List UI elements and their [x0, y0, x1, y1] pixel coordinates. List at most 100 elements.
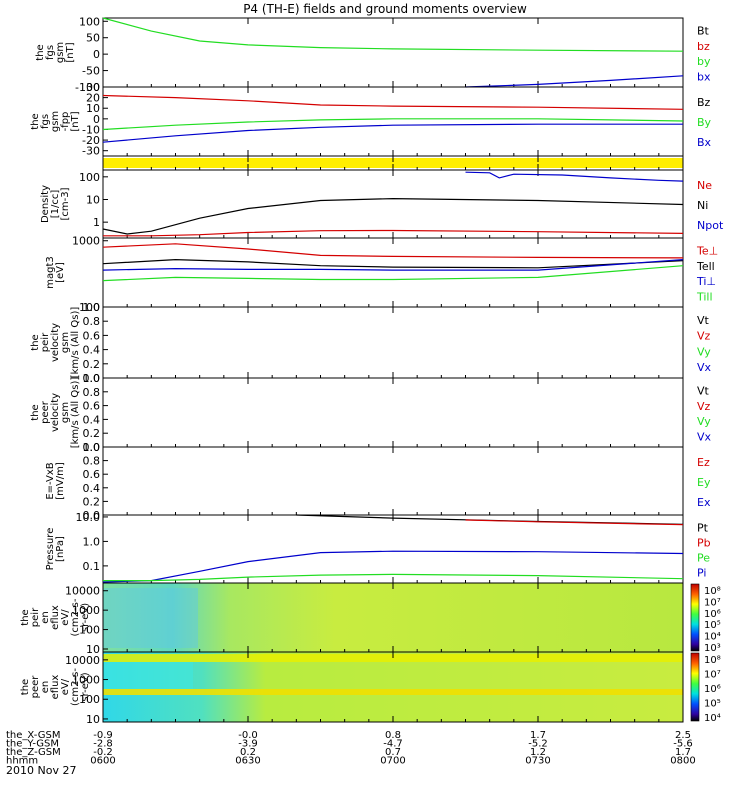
legend-vx: Vx — [697, 430, 712, 443]
panel-frame-7 — [102, 446, 684, 516]
y-tick-label: -10 — [82, 123, 100, 136]
y-tick-label: 0.2 — [83, 495, 101, 508]
panel-frame-1 — [102, 86, 684, 157]
legend-tell: Tell — [696, 260, 715, 273]
ephemeris-label: the_Y-GSM — [6, 739, 59, 750]
y-axis-label: the — [35, 44, 46, 60]
series-line-3-1 — [103, 229, 684, 237]
y-tick-label: -20 — [82, 134, 100, 147]
panel-frame-3 — [102, 169, 684, 239]
y-tick-label: 100 — [79, 624, 100, 637]
y-axis-label: the — [20, 679, 31, 695]
legend-bt: Bt — [697, 25, 710, 38]
colorbar-tick-label: 10⁸ — [704, 586, 721, 597]
y-axis-label: the — [30, 404, 41, 420]
series-line-1-2 — [102, 123, 683, 143]
colorbar-tick-label: 10⁷ — [704, 597, 721, 608]
y-tick-label: 20 — [86, 92, 100, 105]
ephemeris-value: -0.2 — [93, 747, 113, 758]
y-axis-label: the — [20, 609, 31, 625]
ephemeris-value: 0800 — [670, 756, 695, 767]
legend-pb: Pb — [697, 537, 711, 550]
y-tick-label: 1.0 — [83, 441, 101, 454]
y-tick-label: 0.0 — [83, 372, 101, 385]
legend-vz: Vz — [697, 330, 711, 343]
y-axis-label: [1/cc] — [50, 190, 61, 219]
y-tick-label: 100 — [79, 693, 100, 706]
legend-bx: bx — [697, 70, 711, 83]
colorbar-tick-label: 10⁷ — [704, 670, 721, 681]
series-line-8-3 — [103, 573, 684, 582]
series-line-4-2 — [102, 259, 684, 271]
y-axis-label: velocity — [50, 393, 61, 432]
y-tick-label: 0.8 — [83, 386, 101, 399]
y-tick-label: 0.1 — [83, 560, 101, 573]
colorbar-tick-label: 10³ — [704, 643, 721, 654]
y-axis-label: gsm — [55, 42, 66, 63]
legend-by: by — [697, 55, 711, 68]
y-tick-label: -30 — [82, 145, 100, 158]
y-axis-label: peir — [40, 332, 51, 352]
ephemeris-value: -5.2 — [528, 739, 548, 750]
y-axis-label: gsm — [50, 111, 61, 132]
y-axis-label: Pressure — [45, 528, 56, 571]
ephemeris-value: 0700 — [380, 756, 405, 767]
y-axis-label: [nT] — [70, 111, 81, 131]
series-line-3-0 — [102, 197, 684, 235]
y-tick-label: 1.0 — [83, 372, 101, 385]
colorbar-tick-label: 10⁶ — [704, 609, 721, 620]
ephemeris-value: 0.2 — [240, 747, 256, 758]
colorbar-9 — [690, 583, 700, 652]
y-tick-label: 0.4 — [83, 413, 101, 426]
ephemeris-value: 0630 — [235, 756, 260, 767]
ephemeris-label: the_Z-GSM — [6, 747, 61, 758]
y-tick-label: 0.0 — [83, 441, 101, 454]
y-tick-label: 100 — [79, 171, 100, 184]
y-tick-label: 1.0 — [83, 535, 101, 548]
y-tick-label: 0.6 — [83, 468, 101, 481]
colorbar-tick-label: 10⁴ — [704, 632, 721, 643]
series-line-4-3 — [102, 265, 684, 282]
ephemeris-value: -3.9 — [238, 739, 258, 750]
ephemeris-value: 0.7 — [385, 747, 401, 758]
legend-vt: Vt — [697, 385, 710, 398]
flag-bar-fill — [103, 158, 683, 168]
legend-vy: Vy — [697, 415, 711, 428]
legend-ez: Ez — [697, 456, 710, 469]
series-line-4-0 — [102, 243, 684, 259]
y-axis-label: the — [30, 113, 41, 129]
series-line-0-1 — [465, 75, 684, 88]
y-axis-label: sr-eV) — [80, 672, 91, 701]
legend-vx: Vx — [697, 361, 712, 374]
legend-ey: Ey — [697, 476, 711, 489]
y-tick-label: 0.6 — [83, 329, 101, 342]
ephemeris-value: 0730 — [525, 756, 550, 767]
ephemeris-value: 1.7 — [675, 747, 691, 758]
y-axis-label: (cm2-s- — [70, 668, 81, 706]
legend-bz: Bz — [697, 96, 711, 109]
y-tick-label: 1000 — [72, 604, 100, 617]
y-axis-label: the — [30, 334, 41, 350]
y-axis-label: peer — [30, 675, 41, 699]
y-tick-label: 0.0 — [83, 509, 101, 522]
legend-vz: Vz — [697, 400, 711, 413]
ephemeris-value: -2.8 — [93, 739, 113, 750]
y-axis-label: gsm — [60, 332, 71, 353]
series-line-8-2 — [102, 550, 684, 583]
colorbar-tick-label: 10⁶ — [704, 684, 721, 695]
y-axis-label: [eV] — [55, 262, 66, 283]
y-axis-label: sr-eV) — [80, 603, 91, 632]
y-axis-label: [nT] — [65, 42, 76, 62]
spectrogram-9 — [103, 583, 683, 652]
legend-te⊥: Te⊥ — [696, 245, 718, 258]
y-axis-label: Density — [40, 185, 51, 223]
ephemeris-value: 0.8 — [385, 730, 401, 741]
colorbar-tick-label: 10⁸ — [704, 655, 721, 666]
y-axis-label: fgs — [45, 45, 56, 60]
series-line-4-1 — [102, 258, 684, 269]
series-line-8-0 — [296, 514, 684, 525]
y-axis-label: [km/s (All Qs)] — [70, 377, 81, 449]
y-axis-label: eflux — [50, 675, 61, 700]
